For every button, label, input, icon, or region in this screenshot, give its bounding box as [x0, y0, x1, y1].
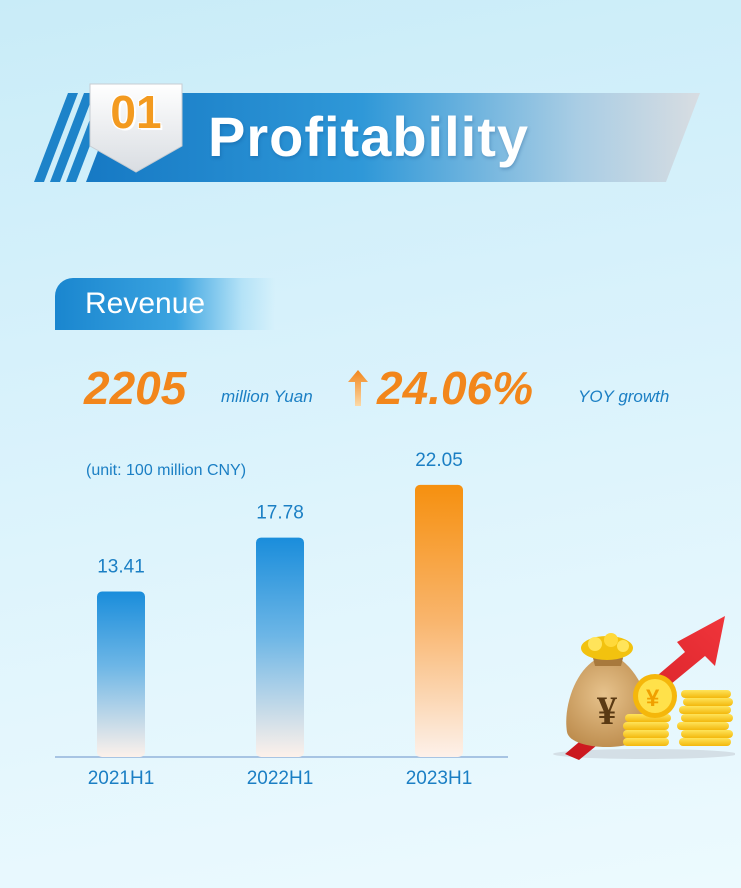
section-tag: Revenue [55, 278, 275, 330]
revenue-unit: million Yuan [221, 387, 313, 406]
unit-note: (unit: 100 million CNY) [86, 462, 247, 479]
arrow-up-icon [348, 370, 368, 406]
growth-value: 24.06% [377, 362, 534, 414]
money-bag-coins-arrow-icon: ¥ ¥ [553, 616, 735, 760]
bar-value-label: 17.78 [256, 503, 304, 524]
svg-text:¥: ¥ [597, 688, 617, 733]
x-tick-label: 2021H1 [88, 768, 155, 789]
bar-value-label: 22.05 [415, 450, 463, 471]
section-number-badge: 01 [84, 80, 188, 176]
section-number: 01 [110, 86, 162, 138]
bar-2023H1 [415, 484, 463, 757]
bar-value-label: 13.41 [97, 557, 145, 578]
revenue-value: 2205 [84, 362, 187, 414]
x-tick-label: 2022H1 [247, 768, 314, 789]
page-title: Profitability [208, 105, 530, 168]
bar-2022H1 [256, 537, 304, 757]
growth-label: YOY growth [578, 387, 670, 406]
x-tick-label: 2023H1 [406, 768, 473, 789]
header-banner [86, 93, 700, 182]
section-label: Revenue [85, 287, 206, 320]
bar-2021H1 [97, 591, 145, 757]
svg-text:¥: ¥ [646, 685, 660, 712]
